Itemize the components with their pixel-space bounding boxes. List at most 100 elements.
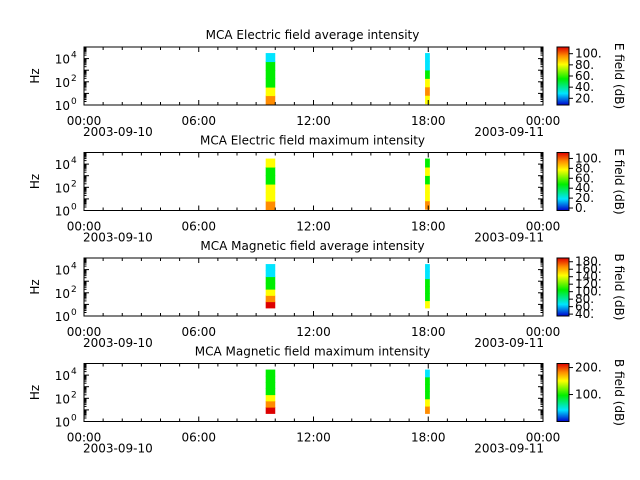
y-tick-label: 10 <box>55 205 70 219</box>
colorbar-tick-label: 80. <box>575 58 594 72</box>
colorbar-tick-label: 200. <box>575 361 602 375</box>
colorbar-label: B field (dB) <box>612 254 626 321</box>
colorbar-frame <box>556 152 570 211</box>
x-tick-label: 06:00 <box>181 114 216 128</box>
x-date-label: 2003-09-11 <box>474 442 544 456</box>
spectrogram-cell <box>265 61 276 71</box>
y-axis-label: Hz <box>28 279 42 294</box>
colorbar-tick-label: 100. <box>575 47 602 61</box>
x-tick-label: 00:00 <box>67 220 102 234</box>
spectrogram-cell <box>425 384 430 392</box>
y-tick-exponent: 2 <box>71 179 77 189</box>
colorbar <box>557 363 569 422</box>
spectrogram-cell <box>265 388 276 396</box>
x-tick-label: 00:00 <box>526 114 561 128</box>
y-tick-exponent: 0 <box>71 97 77 107</box>
x-date-label: 2003-09-10 <box>83 125 153 139</box>
spectrogram-cell <box>265 276 276 284</box>
x-tick-label: 00:00 <box>67 431 102 445</box>
y-tick-base: 10 <box>55 287 70 301</box>
y-tick-base: 10 <box>55 181 70 195</box>
colorbar-tick-label: 60. <box>575 171 594 185</box>
panel-3: MCA Magnetic field average intensity 00:0… <box>28 239 626 350</box>
x-tick-label: 12:00 <box>296 114 331 128</box>
y-tick-base: 10 <box>55 76 70 90</box>
y-tick-exponent: 2 <box>71 390 77 400</box>
y-tick-exponent: 2 <box>71 285 77 295</box>
y-tick-label: 10 <box>55 287 70 301</box>
x-tick-label: 18:00 <box>411 431 446 445</box>
spectrogram-cell <box>265 270 276 278</box>
colorbar <box>557 47 569 105</box>
y-tick-label: 10 <box>55 158 70 172</box>
y-tick-base: 10 <box>55 264 70 278</box>
spectrogram-cell <box>265 78 276 88</box>
spectrogram-cell <box>425 53 430 63</box>
panel-title: MCA Magnetic field maximum intensity <box>195 345 431 359</box>
y-tick-label: 10 <box>55 99 70 113</box>
spectrogram-cell <box>265 175 276 185</box>
spectrogram-cell <box>425 285 430 294</box>
spectrogram-cell <box>425 167 430 176</box>
y-tick-label: 10 <box>55 264 70 278</box>
spectrogram-cell <box>425 264 430 272</box>
spectrogram-cell <box>425 406 430 414</box>
x-tick-label: 00:00 <box>67 325 102 339</box>
colorbar-tick-label: 100. <box>575 388 602 402</box>
x-date-label: 2003-09-11 <box>474 336 544 350</box>
colorbar-tick-label: 20. <box>575 91 594 105</box>
x-date-label: 2003-09-10 <box>83 336 153 350</box>
y-tick-exponent: 2 <box>71 74 77 84</box>
y-tick-base: 10 <box>55 99 70 113</box>
y-tick-base: 10 <box>55 416 70 430</box>
spectrogram-cell <box>425 192 430 202</box>
spectrogram-cell <box>425 278 430 287</box>
y-tick-exponent: 0 <box>71 203 77 213</box>
spectrogram-cell <box>265 201 276 211</box>
plot-frame <box>83 152 544 211</box>
y-tick-label: 10 <box>55 369 70 383</box>
spectrogram-cell <box>425 183 430 193</box>
colorbar <box>557 152 569 211</box>
y-tick-base: 10 <box>55 205 70 219</box>
spectrogram-cell <box>265 375 276 383</box>
spectrogram-cell <box>265 192 276 202</box>
x-tick-label: 00:00 <box>526 220 561 234</box>
spectrogram-cell <box>425 86 430 96</box>
y-tick-exponent: 0 <box>71 414 77 424</box>
colorbar-tick-label: 40. <box>575 80 594 94</box>
spectrogram-cell <box>265 53 276 63</box>
plot-frame <box>83 363 544 422</box>
x-tick-label: 00:00 <box>526 431 561 445</box>
y-tick-base: 10 <box>55 158 70 172</box>
x-tick-label: 12:00 <box>296 220 331 234</box>
spectrogram-cell <box>425 300 430 309</box>
plot-frame <box>83 257 544 317</box>
spectrogram-cell <box>425 369 430 378</box>
x-tick-label: 00:00 <box>67 114 102 128</box>
spectrogram-cell <box>265 264 276 271</box>
panel-title: MCA Electric field maximum intensity <box>200 134 425 148</box>
spectrogram-cell <box>425 61 430 71</box>
spectrogram-cell <box>425 200 430 210</box>
panel-1: MCA Electric field average intensity 00:0… <box>28 28 626 139</box>
panel-2: MCA Electric field maximum intensity 00:0… <box>28 134 626 245</box>
y-tick-label: 10 <box>55 181 70 195</box>
colorbar-tick-label: 100. <box>575 285 602 299</box>
y-axis-label: Hz <box>28 68 42 83</box>
spectrogram-cell <box>265 400 276 408</box>
y-tick-base: 10 <box>55 392 70 406</box>
colorbar-tick-label: 100. <box>575 151 602 165</box>
x-tick-label: 18:00 <box>411 220 446 234</box>
colorbar-tick-label: 60. <box>575 69 594 83</box>
colorbar-tick-label: 0. <box>575 201 586 215</box>
y-tick-label: 10 <box>55 53 70 67</box>
spectrogram-cell <box>265 158 276 168</box>
spectrogram-cell <box>265 167 276 177</box>
x-tick-label: 00:00 <box>526 325 561 339</box>
colorbar-label: E field (dB) <box>612 148 626 214</box>
spectrogram-cell <box>425 175 430 185</box>
spectrogram-cell <box>265 87 276 97</box>
colorbar-label: B field (dB) <box>612 359 626 426</box>
colorbar-tick-label: 20. <box>575 191 594 205</box>
